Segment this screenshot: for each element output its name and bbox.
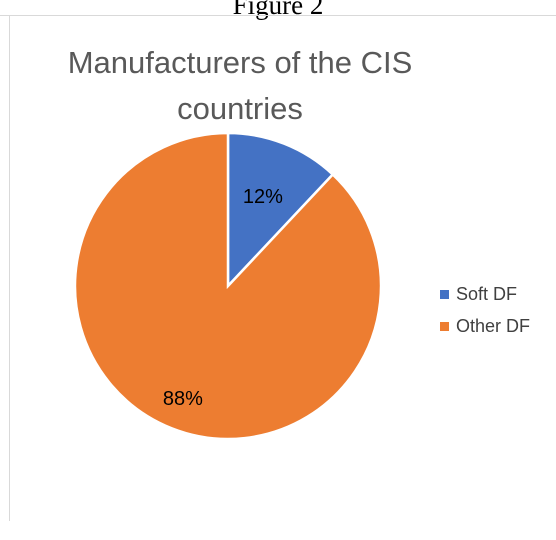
- pie-slice-other-df: [73, 131, 383, 441]
- chart-frame-left-border: [9, 15, 10, 521]
- pie-slice-soft-df: [226, 131, 335, 290]
- legend-item-soft-df: Soft DF: [440, 280, 530, 308]
- chart-legend: Soft DF Other DF: [440, 280, 530, 344]
- pie-slices: [73, 131, 383, 441]
- legend-label-soft-df: Soft DF: [456, 283, 518, 304]
- legend-swatch-soft-df: [440, 289, 449, 299]
- data-label-other-df: 88%: [163, 388, 203, 410]
- chart-title: Manufacturers of the CIS countries: [67, 45, 413, 126]
- legend-item-other-df: Other DF: [440, 312, 530, 340]
- data-label-soft-df: 12%: [243, 186, 283, 208]
- legend-swatch-other-df: [440, 321, 449, 331]
- chart-frame-top-border: [0, 15, 556, 16]
- pie-data-labels: 12% 88%: [163, 186, 283, 410]
- legend-label-other-df: Other DF: [456, 315, 531, 336]
